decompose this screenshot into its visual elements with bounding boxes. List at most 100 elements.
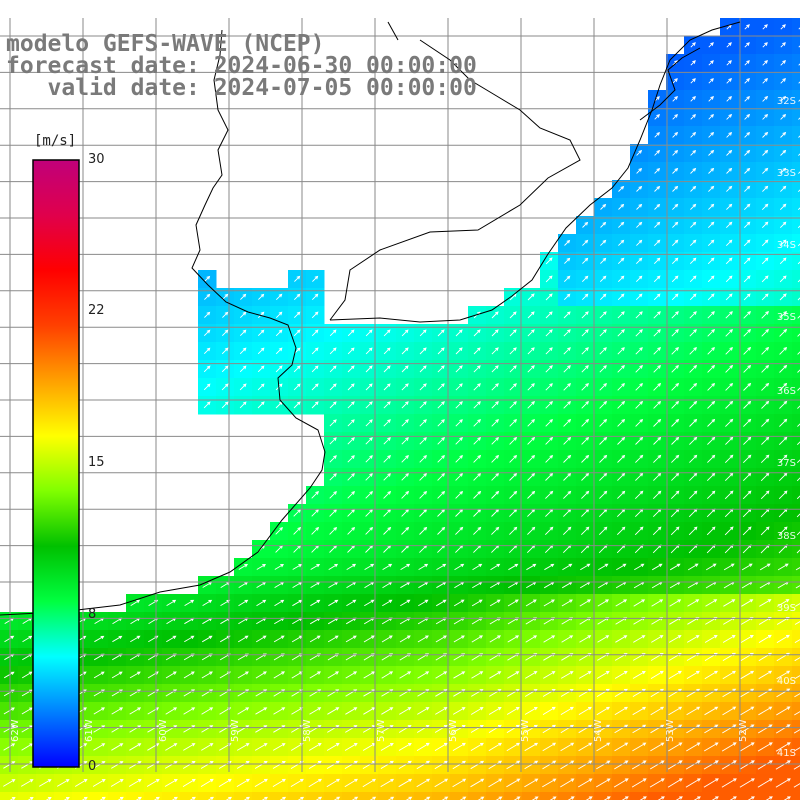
- lon-label-61w: 61W: [84, 719, 95, 742]
- wind-arrow: [582, 239, 589, 246]
- wind-cell: [612, 792, 631, 800]
- wind-arrow: [650, 670, 664, 679]
- wind-arrow: [273, 707, 286, 715]
- wind-arrow: [455, 526, 464, 535]
- wind-arrow: [221, 401, 229, 409]
- wind-arrow: [636, 239, 643, 246]
- wind-arrow: [561, 635, 574, 643]
- wind-arrow: [597, 635, 610, 643]
- wind-cell: [792, 774, 800, 793]
- wind-arrow: [240, 293, 247, 300]
- wind-arrow: [762, 60, 768, 66]
- wind-cell: [792, 612, 800, 631]
- wind-arrow: [491, 329, 499, 337]
- wind-arrow: [743, 382, 752, 391]
- wind-arrow: [762, 95, 769, 102]
- wind-arrow: [707, 275, 715, 283]
- wind-arrow: [653, 418, 662, 427]
- wind-arrow: [560, 706, 574, 715]
- wind-arrow: [513, 796, 521, 800]
- wind-arrow: [489, 599, 501, 607]
- wind-arrow: [255, 671, 267, 679]
- wind-cell: [792, 288, 800, 307]
- wind-arrow: [690, 167, 697, 174]
- wind-arrow: [527, 293, 535, 301]
- wind-arrow: [703, 742, 719, 752]
- wind-arrow: [762, 167, 769, 174]
- wind-arrow: [254, 778, 268, 787]
- wind-arrow: [382, 563, 393, 570]
- wind-arrow: [383, 473, 391, 481]
- wind-arrow: [525, 599, 537, 607]
- lon-label-53w: 53W: [665, 719, 676, 742]
- wind-arrow: [596, 671, 610, 679]
- wind-arrow: [544, 526, 554, 536]
- wind-arrow: [437, 526, 446, 535]
- wind-arrow: [509, 311, 517, 319]
- wind-arrow: [329, 455, 337, 463]
- wind-arrow: [257, 383, 265, 391]
- wind-arrow: [488, 707, 502, 715]
- wind-arrow: [419, 347, 427, 355]
- wind-arrow: [563, 329, 571, 337]
- colorbar-tick-8: 8: [88, 607, 97, 622]
- wind-arrow: [760, 526, 770, 536]
- wind-arrow: [742, 526, 752, 536]
- wind-arrow: [527, 347, 535, 355]
- wind-arrow: [294, 275, 301, 282]
- wind-arrow: [725, 382, 734, 391]
- wind-arrow: [707, 293, 715, 301]
- wind-arrow: [509, 401, 517, 409]
- wind-arrow: [707, 382, 716, 391]
- wind-arrow: [491, 311, 499, 319]
- wind-arrow: [652, 490, 662, 500]
- wind-arrow: [650, 724, 665, 734]
- wind-arrow: [599, 418, 608, 427]
- wind-arrow: [489, 671, 502, 679]
- wind-arrow: [615, 599, 628, 607]
- coastline-uruguay: [329, 21, 741, 323]
- wind-cell: [630, 792, 649, 800]
- wind-arrow: [434, 778, 449, 788]
- wind-arrow: [416, 778, 431, 788]
- wind-arrow: [668, 742, 683, 752]
- wind-arrow: [545, 490, 554, 499]
- wind-arrow: [725, 257, 733, 265]
- wind-arrow: [184, 635, 195, 643]
- wind-arrow: [345, 707, 358, 715]
- wind-arrow: [725, 293, 733, 301]
- wind-arrow: [383, 383, 391, 391]
- wind-arrow: [4, 635, 15, 643]
- wind-arrow: [345, 635, 357, 643]
- wind-cell: [792, 378, 800, 397]
- wind-cell: [198, 792, 217, 800]
- wind-arrow: [129, 743, 142, 751]
- wind-arrow: [724, 454, 734, 464]
- wind-arrow: [63, 797, 70, 800]
- wind-arrow: [200, 761, 214, 769]
- wind-arrow: [614, 760, 629, 770]
- wind-arrow: [526, 563, 537, 571]
- wind-arrow: [780, 167, 787, 174]
- wind-arrow: [599, 311, 607, 319]
- wind-arrow: [672, 114, 678, 120]
- wind-arrow: [672, 185, 679, 192]
- wind-cell: [54, 792, 73, 800]
- wind-arrow: [509, 454, 518, 463]
- wind-arrow: [509, 436, 518, 445]
- wind-arrow: [779, 364, 788, 373]
- wind-arrow: [527, 472, 536, 481]
- wind-arrow: [729, 796, 737, 800]
- wind-arrow: [653, 472, 662, 481]
- wind-arrow: [671, 329, 679, 337]
- wind-arrow: [470, 706, 484, 715]
- wind-arrow: [164, 761, 178, 769]
- wind-arrow: [581, 472, 590, 481]
- wind-arrow: [582, 257, 589, 264]
- wind-arrow: [707, 454, 716, 463]
- wind-arrow: [275, 365, 283, 373]
- lat-label-36s: 36S: [776, 386, 796, 397]
- wind-arrow: [761, 346, 770, 355]
- wind-cell: [666, 792, 685, 800]
- wind-arrow: [563, 490, 572, 499]
